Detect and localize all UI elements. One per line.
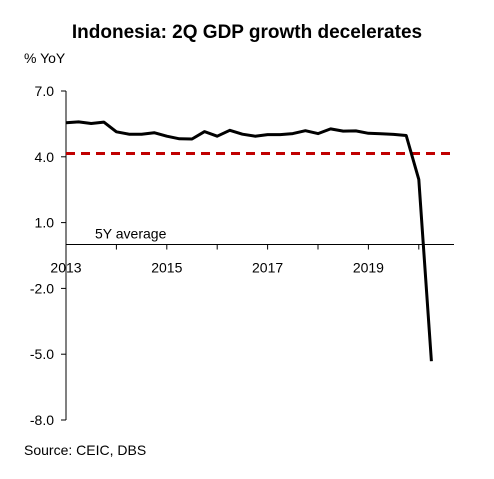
- average-label: 5Y average: [95, 226, 167, 242]
- x-tick-label: 2013: [50, 260, 81, 276]
- x-tick-label: 2015: [151, 260, 182, 276]
- y-axis-label: % YoY: [24, 50, 66, 66]
- labels-group: 7.0 4.0 1.0 -2.0 -5.0 -8.0 2013 2015 2017 2019 5Y …: [30, 83, 384, 428]
- y-tick-label: -2.0: [30, 280, 54, 296]
- y-tick-label: 1.0: [35, 215, 55, 231]
- chart-title: Indonesia: 2Q GDP growth decelerates: [71, 22, 423, 43]
- y-tick-label: 7.0: [35, 83, 55, 99]
- source-note: Source: CEIC, DBS: [24, 442, 147, 458]
- gdp-growth-series-line: [65, 120, 433, 362]
- x-tick-label: 2017: [252, 260, 283, 276]
- series-group: [65, 120, 433, 362]
- y-tick-label: 4.0: [35, 149, 55, 165]
- y-tick-label: -8.0: [30, 412, 54, 428]
- y-tick-label: -5.0: [30, 346, 54, 362]
- axes: [61, 90, 454, 421]
- x-tick-label: 2019: [353, 260, 384, 276]
